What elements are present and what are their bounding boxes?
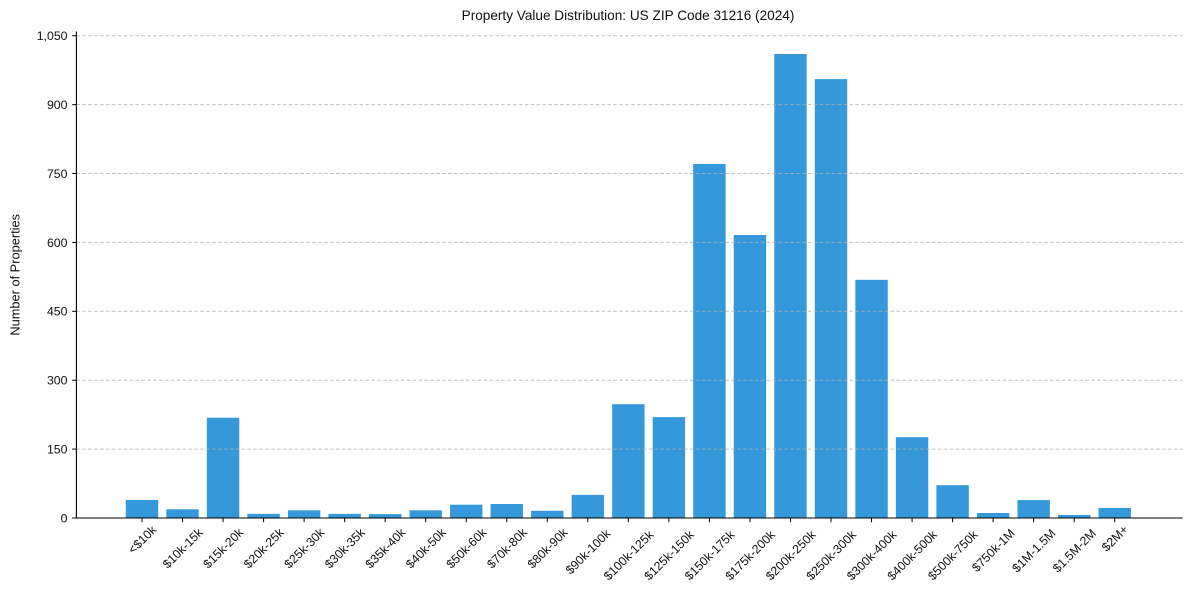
svg-text:150: 150	[47, 443, 68, 457]
svg-text:0: 0	[61, 511, 68, 525]
svg-text:Property Value Distribution: U: Property Value Distribution: US ZIP Code…	[462, 8, 795, 23]
svg-text:300: 300	[47, 374, 68, 388]
svg-text:Number of Properties: Number of Properties	[8, 214, 23, 336]
svg-text:900: 900	[47, 98, 68, 112]
svg-text:600: 600	[47, 236, 68, 250]
svg-text:1,050: 1,050	[37, 29, 68, 43]
svg-text:750: 750	[47, 167, 68, 181]
svg-text:450: 450	[47, 305, 68, 319]
